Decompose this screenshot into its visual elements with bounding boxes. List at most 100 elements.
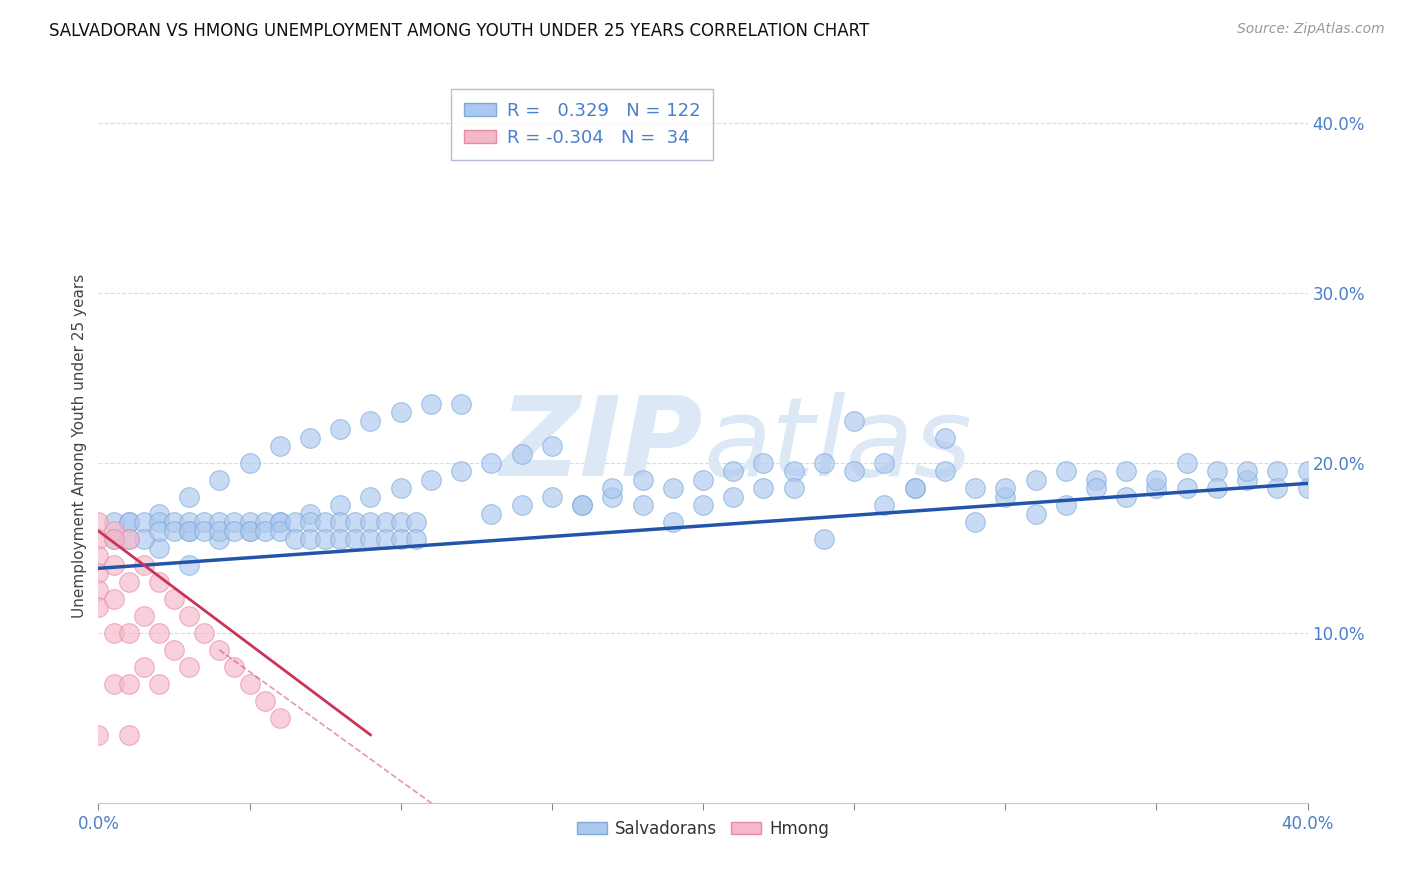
Point [299,533,322,547]
Point [224,660,246,674]
Point [118,516,141,530]
Point [163,591,186,606]
Point [481,456,503,470]
Point [329,422,352,436]
Point [193,516,215,530]
Point [179,608,201,623]
Point [269,711,291,725]
Point [571,499,593,513]
Point [148,574,170,589]
Point [179,558,201,572]
Point [284,533,307,547]
Point [783,465,806,479]
Point [253,516,276,530]
Point [87,728,110,742]
Point [253,524,276,538]
Point [208,524,231,538]
Point [224,516,246,530]
Point [934,430,956,444]
Point [344,516,367,530]
Point [118,626,141,640]
Point [1236,473,1258,487]
Point [661,482,683,496]
Point [163,516,186,530]
Text: atlas: atlas [703,392,972,500]
Point [450,396,472,410]
Point [299,507,322,521]
Point [873,499,896,513]
Point [602,490,624,504]
Point [208,473,231,487]
Point [208,516,231,530]
Point [374,516,396,530]
Point [87,583,110,598]
Text: Source: ZipAtlas.com: Source: ZipAtlas.com [1237,22,1385,37]
Point [602,482,624,496]
Point [87,516,110,530]
Point [118,728,141,742]
Point [132,516,155,530]
Point [87,566,110,581]
Point [873,456,896,470]
Point [1115,465,1137,479]
Point [208,643,231,657]
Point [1175,482,1198,496]
Point [103,533,125,547]
Point [118,533,141,547]
Point [934,465,956,479]
Point [844,465,866,479]
Point [253,694,276,708]
Point [723,490,745,504]
Point [132,558,155,572]
Point [813,533,835,547]
Point [344,533,367,547]
Point [1206,465,1229,479]
Point [103,626,125,640]
Point [193,626,215,640]
Point [1296,482,1319,496]
Point [148,524,170,538]
Point [329,533,352,547]
Point [87,549,110,564]
Point [132,660,155,674]
Point [405,533,427,547]
Point [269,516,291,530]
Point [389,405,412,419]
Point [965,516,987,530]
Point [87,533,110,547]
Point [360,533,382,547]
Point [179,524,201,538]
Legend: Salvadorans, Hmong: Salvadorans, Hmong [571,814,835,845]
Point [179,660,201,674]
Point [661,516,683,530]
Point [103,533,125,547]
Point [481,507,503,521]
Point [965,482,987,496]
Point [450,465,472,479]
Point [269,439,291,453]
Point [752,456,775,470]
Point [360,413,382,427]
Point [1206,482,1229,496]
Point [420,473,443,487]
Point [420,396,443,410]
Point [1144,482,1167,496]
Point [239,524,262,538]
Point [510,448,533,462]
Point [1296,465,1319,479]
Point [239,677,262,691]
Point [179,516,201,530]
Point [239,516,262,530]
Point [1024,507,1046,521]
Point [132,533,155,547]
Point [540,490,562,504]
Point [239,456,262,470]
Point [269,524,291,538]
Point [224,524,246,538]
Point [389,482,412,496]
Point [1085,473,1108,487]
Point [193,524,215,538]
Point [148,626,170,640]
Point [299,516,322,530]
Point [103,516,125,530]
